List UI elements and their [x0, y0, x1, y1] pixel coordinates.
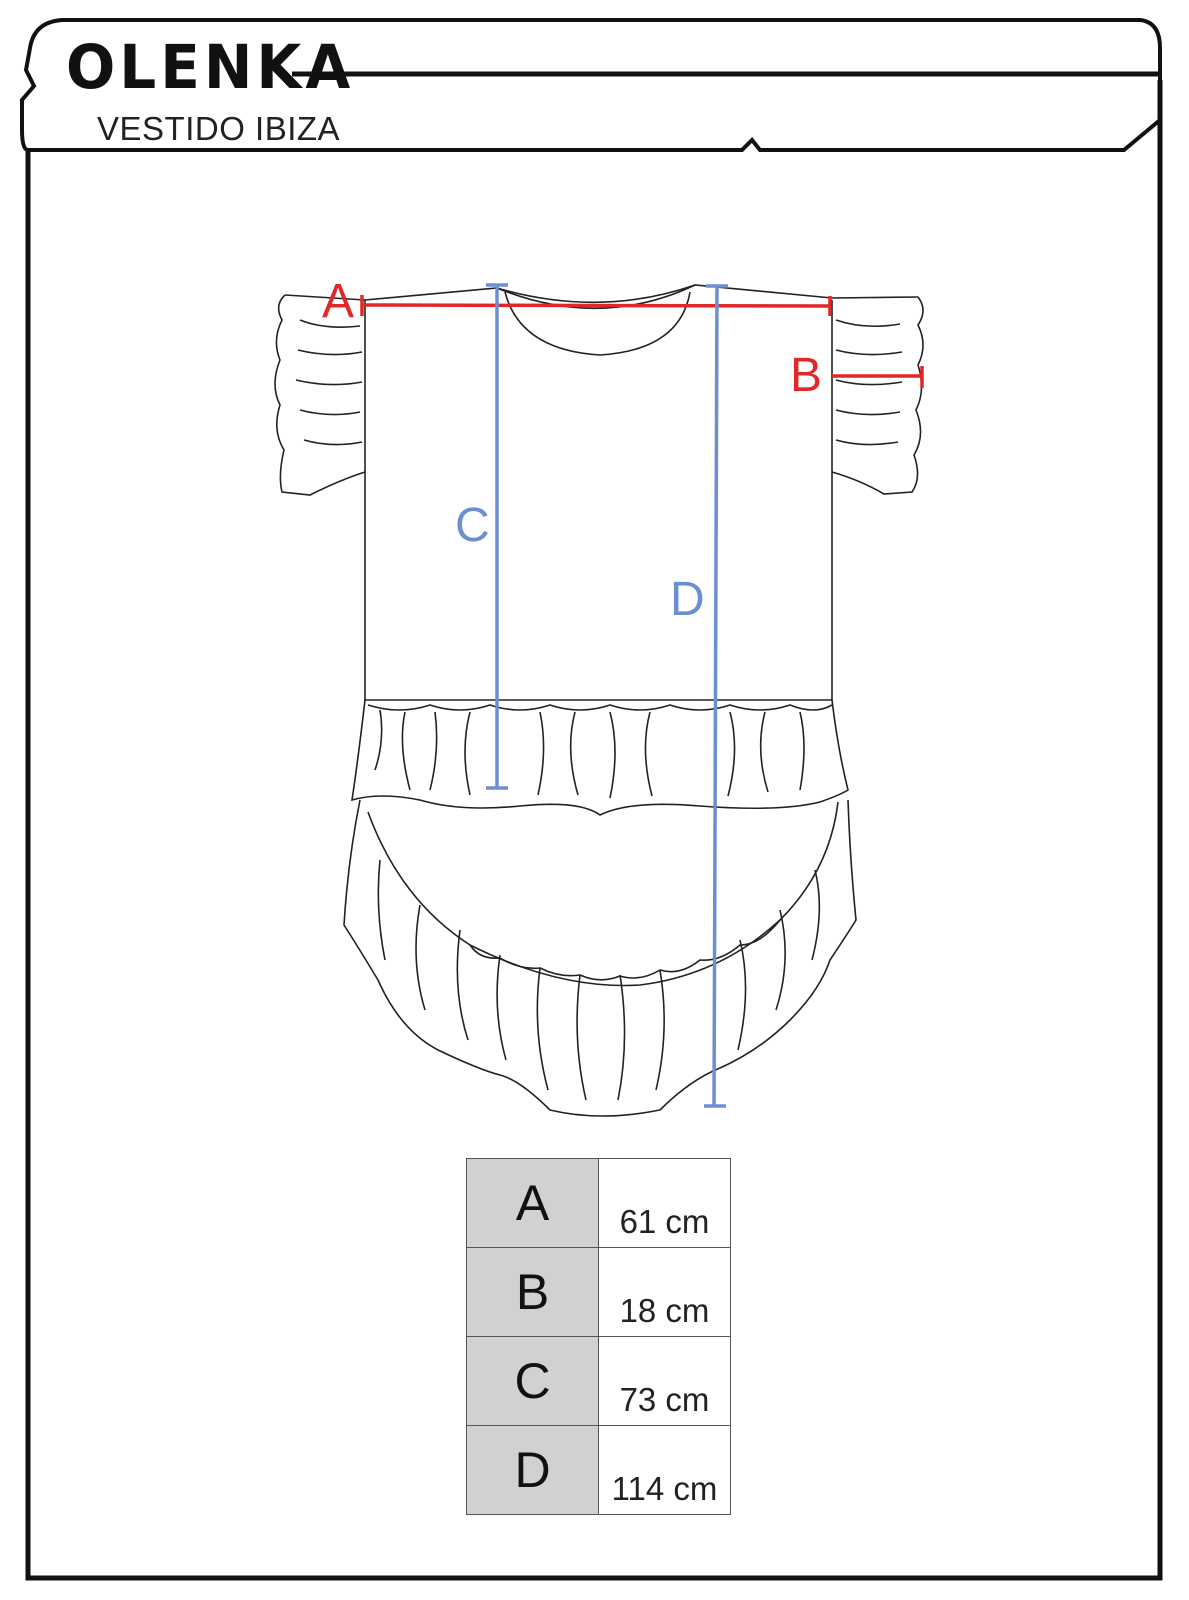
- measure-b-line: [832, 366, 924, 388]
- table-row: C 73 cm: [466, 1336, 731, 1426]
- measure-a-line: [360, 295, 832, 316]
- row-value: 73 cm: [598, 1336, 731, 1426]
- row-value: 114 cm: [598, 1425, 731, 1515]
- row-key: D: [466, 1425, 599, 1515]
- row-key: B: [466, 1247, 599, 1337]
- table-row: D 114 cm: [466, 1425, 731, 1515]
- measure-a-label: A: [322, 275, 355, 328]
- measure-d-label: D: [670, 573, 705, 626]
- measure-c-line: [486, 283, 508, 790]
- brand-logo: OLENKA: [66, 31, 355, 103]
- row-key: C: [466, 1336, 599, 1426]
- table-row: B 18 cm: [466, 1247, 731, 1337]
- row-value: 18 cm: [598, 1247, 731, 1337]
- measure-c-label: C: [455, 499, 490, 552]
- measure-b-label: B: [790, 349, 823, 402]
- table-row: A 61 cm: [466, 1158, 731, 1248]
- garment-outline: [274, 284, 924, 1117]
- measure-d-line: [704, 284, 728, 1108]
- product-title: VESTIDO IBIZA: [97, 110, 341, 147]
- row-value: 61 cm: [598, 1158, 731, 1248]
- row-key: A: [466, 1158, 599, 1248]
- size-table: A 61 cm B 18 cm C 73 cm D 114 cm: [466, 1158, 731, 1515]
